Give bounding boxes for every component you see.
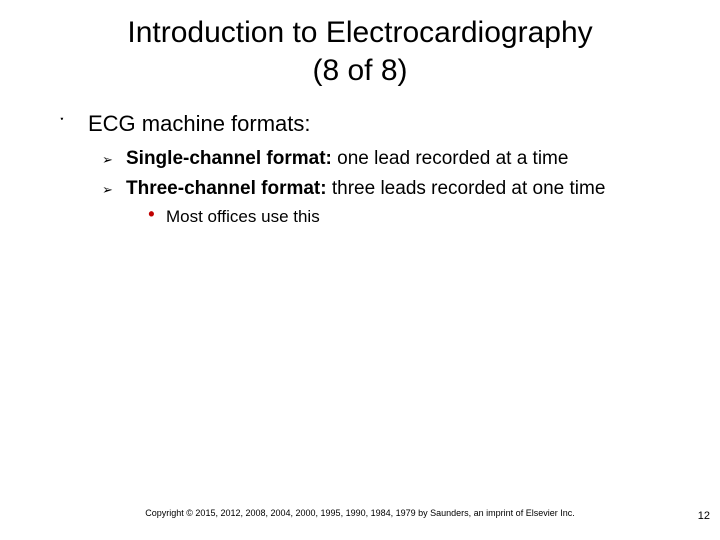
level2-text: Single-channel format: one lead recorded… [126,147,568,171]
page-number: 12 [698,510,710,522]
bullet-l2-icon: ➢ [102,147,126,171]
level3-text: Most offices use this [166,207,320,227]
level1-text: ECG machine formats: [88,111,311,137]
level2-item: ➢ Single-channel format: one lead record… [102,147,660,171]
level3-item: • Most offices use this [146,207,660,227]
level2-text: Three-channel format: three leads record… [126,177,605,201]
level2-bold: Three-channel format: [126,178,327,199]
title-line-2: (8 of 8) [312,54,407,87]
level2-rest: one lead recorded at a time [332,148,569,169]
bullet-l3-icon: • [146,207,166,225]
bullet-l1-icon: ་ [60,111,88,137]
level1-item: ་ ECG machine formats: [60,111,660,137]
copyright-text: Copyright © 2015, 2012, 2008, 2004, 2000… [0,508,720,518]
bullet-l2-icon: ➢ [102,177,126,201]
slide-title: Introduction to Electrocardiography (8 o… [0,0,720,89]
slide: Introduction to Electrocardiography (8 o… [0,0,720,540]
level2-bold: Single-channel format: [126,148,332,169]
title-line-1: Introduction to Electrocardiography [127,16,592,49]
level2-item: ➢ Three-channel format: three leads reco… [102,177,660,201]
slide-body: ་ ECG machine formats: ➢ Single-channel … [0,89,720,227]
level2-rest: three leads recorded at one time [327,178,606,199]
